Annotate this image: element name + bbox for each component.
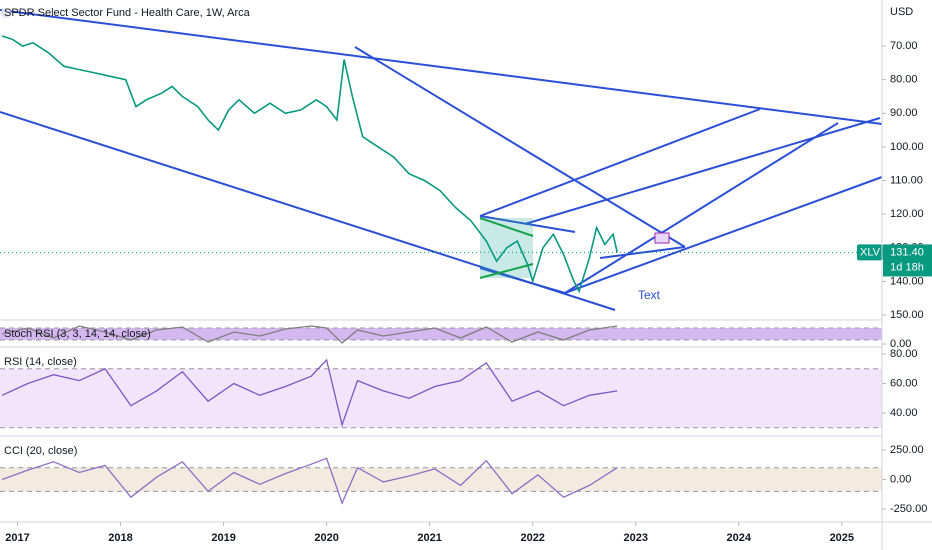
series-line [1, 457, 618, 505]
x-tick-label: 2023 [623, 532, 647, 544]
series-line [1, 35, 618, 294]
y-tick-label: 150.00 [890, 309, 924, 321]
bands-layer [0, 327, 882, 492]
panel-title: RSI (14, close) [4, 356, 77, 368]
x-tick-label: 2019 [211, 532, 235, 544]
countdown-label: 1d 18h [890, 261, 924, 273]
symbol-label: XLV [860, 246, 881, 258]
x-tick-label: 2022 [520, 532, 544, 544]
trend-line [524, 117, 881, 225]
y-tick-label: 60.00 [890, 377, 918, 389]
trend-line [599, 246, 686, 259]
y-tick-label: 40.00 [890, 407, 918, 419]
trend-line [479, 215, 576, 233]
y-tick-label: 100.00 [890, 141, 924, 153]
trend-line [479, 267, 566, 294]
marker-box [654, 232, 670, 244]
trend-line [354, 46, 686, 248]
y-tick-label: 250.00 [890, 444, 924, 456]
symbol-box [857, 244, 883, 261]
annotation: Text [638, 288, 661, 302]
y-tick-label: 70.00 [890, 40, 918, 52]
chart-title: SPDR Select Sector Fund - Health Care, 1… [4, 7, 251, 19]
y-tick-label: 80.00 [890, 74, 918, 86]
symbol-icon [1, 8, 11, 18]
x-tick-label: 2024 [727, 532, 752, 544]
y-tick-label: 80.00 [890, 348, 918, 360]
y-tick-label: 90.00 [890, 107, 918, 119]
currency-label: USD [890, 6, 913, 18]
x-tick-label: 2021 [417, 532, 441, 544]
y-tick-label: 110.00 [890, 174, 923, 186]
x-tick-label: 2017 [5, 532, 29, 544]
pattern-line [479, 263, 534, 279]
price-box [883, 244, 932, 277]
pattern-line [479, 217, 534, 237]
trend-line [479, 108, 761, 217]
indicator-band [0, 467, 882, 492]
y-tick-label: 120.00 [890, 208, 924, 220]
indicator-band [0, 368, 882, 428]
x-tick-label: 2020 [314, 532, 338, 544]
series-line [1, 358, 618, 428]
panel-title: CCI (20, close) [4, 445, 77, 457]
panel-title: Stoch RSI (3, 3, 14, 14, close) [4, 328, 151, 340]
y-tick-label: -250.00 [890, 503, 927, 515]
y-tick-label: 0.00 [890, 338, 911, 350]
trend-lines [0, 9, 883, 311]
series-line [1, 325, 618, 344]
y-tick-label: 140.00 [890, 275, 924, 287]
x-tick-label: 2025 [830, 532, 854, 544]
trend-line [564, 122, 839, 294]
y-tick-label: 0.00 [890, 473, 911, 485]
plot-layer: 2017 2018 2019 2020 2021 2022 2023 2024 2025 70.0… [0, 35, 932, 544]
price-label: 131.40 [890, 246, 924, 258]
x-tick-label: 2018 [108, 532, 132, 544]
trend-line [0, 9, 883, 125]
trend-line [564, 176, 883, 294]
